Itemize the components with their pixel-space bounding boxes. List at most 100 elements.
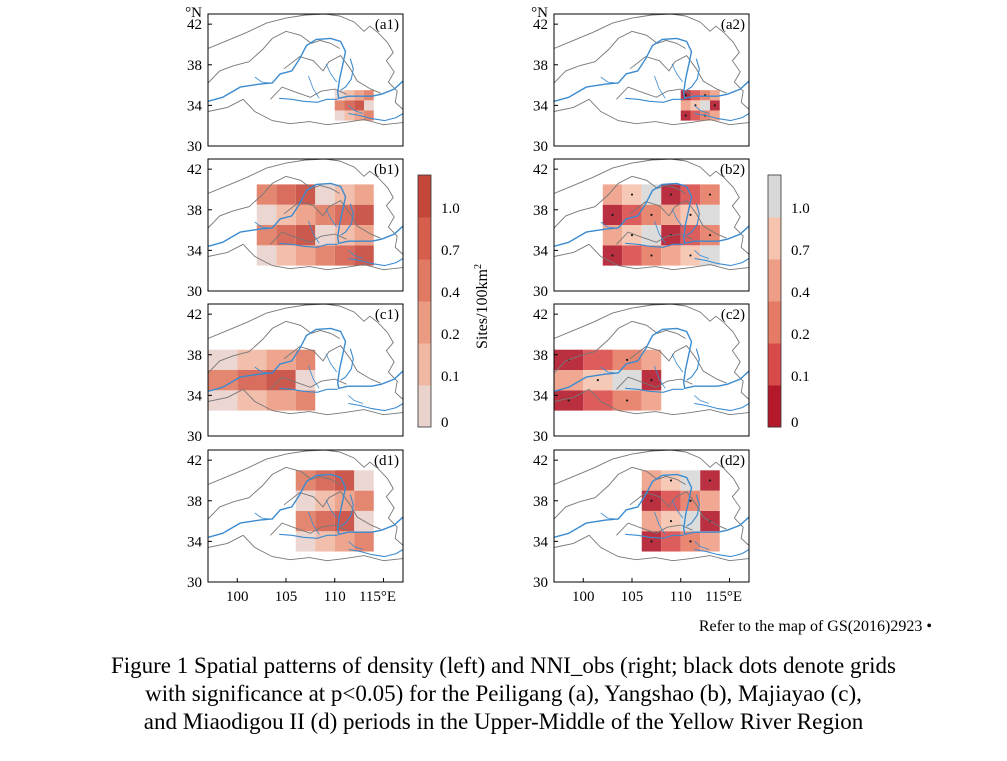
lat-unit-label: °N [531,5,548,21]
significance-dot [650,540,653,543]
grid-cell [690,110,701,121]
colorbar-segment [418,343,431,386]
minor-river [308,220,320,244]
grid-cells [334,90,374,121]
figure-caption: Figure 1 Spatial patterns of density (le… [0,652,1007,736]
colorbar-tick-label: 0.1 [791,369,810,385]
grid-cell [700,245,720,266]
grid-cell [583,390,613,411]
lat-tick-label: 42 [187,453,202,469]
lon-tick-label: 115°E [705,589,742,605]
grid-cell [276,184,296,205]
boundary-line [554,388,749,416]
tributary-river [348,402,403,412]
panel-frame [553,13,750,147]
lon-tick-label: 110 [670,589,692,605]
lat-tick-label: 34 [533,243,549,259]
lat-tick-label: 34 [533,534,549,550]
minor-river [348,105,364,114]
map-panel-b2: (b2) 30 34 38 42 [533,158,750,300]
caption-line-1: Figure 1 Spatial patterns of density (le… [110,653,897,678]
colorbar-tick-label: 0 [441,415,449,431]
boundary-line [629,55,727,94]
colorbar-segment [418,217,431,260]
panel-label: (d2) [720,453,745,469]
map-panel-a2: (a2) 30 34 38 42°N [531,5,750,155]
grid-cell [354,245,374,266]
lat-tick-label: 30 [533,429,548,445]
colorbar-segment [418,175,431,218]
lon-tick-label: 115°E [359,589,396,605]
boundary-line [208,466,340,520]
grid-cell [354,204,374,225]
panel-frame [207,158,404,292]
grid-cell [354,531,374,552]
boundary-line [208,30,340,84]
boundary-line [554,175,686,229]
grid-cell [256,225,277,246]
boundary-line [629,345,727,384]
rivers [554,182,749,267]
boundary-line [208,388,403,416]
boundary-line [554,30,686,84]
minor-river [254,512,270,520]
significance-dot [596,379,599,382]
lon-tick-label: 100 [572,589,595,605]
panel-label: (b1) [374,162,399,178]
grid-cell [661,245,681,266]
boundary-line [283,55,381,94]
colorbar-frame [417,174,432,428]
yellow-river [554,473,749,538]
colorbar-frame [767,174,782,428]
minor-river [308,365,320,389]
grid-cell [641,225,662,246]
yellow-river [554,182,749,247]
boundary-line [283,491,381,530]
colorbar-segment [768,385,781,428]
significance-dot [650,499,653,502]
significance-dot [630,234,634,237]
minor-river [325,208,338,228]
panel-label: (a2) [721,17,745,33]
minor-river [254,366,270,374]
basemap-boundaries [554,14,749,126]
colorbar-segment [768,259,781,302]
lat-tick-label: 42 [533,453,548,469]
map-panel-b1: (b1) 30 34 38 42 [187,158,404,300]
grid-cell [661,204,681,225]
grid-cell [354,490,374,511]
yellow-river [554,37,749,102]
boundary-line [270,231,347,245]
boundary-line [208,450,403,546]
grid-cell [334,110,345,121]
grid-cell [334,100,345,111]
grid-cell [641,470,662,491]
rivers [554,327,749,412]
grid-cell [295,531,316,552]
panel-frame [207,13,404,147]
boundary-line [208,304,403,400]
grid-cell [661,490,681,511]
significance-dot [650,254,653,257]
map-panel-d1: (d1) 30 34 38 42 100 105 110 115°E [187,449,404,605]
minor-river [694,105,710,114]
colorbar-tick-label: 0.4 [791,285,810,301]
grid-cell [295,245,316,266]
basemap-boundaries [554,159,749,271]
grid-cell [208,370,238,391]
grid-cell [700,531,720,552]
grid-cell [364,90,374,101]
yellow-river [208,182,403,247]
tributary-river [340,348,354,381]
tributary-river [686,494,700,527]
colorbar-tick-label: 0.7 [441,243,460,259]
significance-dot [689,499,692,502]
grid-cell [295,349,316,370]
boundary-line [616,522,693,536]
grid-cell [344,90,355,101]
grid-cell [641,390,662,411]
tributary-river [625,242,684,248]
grid-cell [622,204,642,225]
grid-cell [354,184,374,205]
minor-river [254,221,270,229]
